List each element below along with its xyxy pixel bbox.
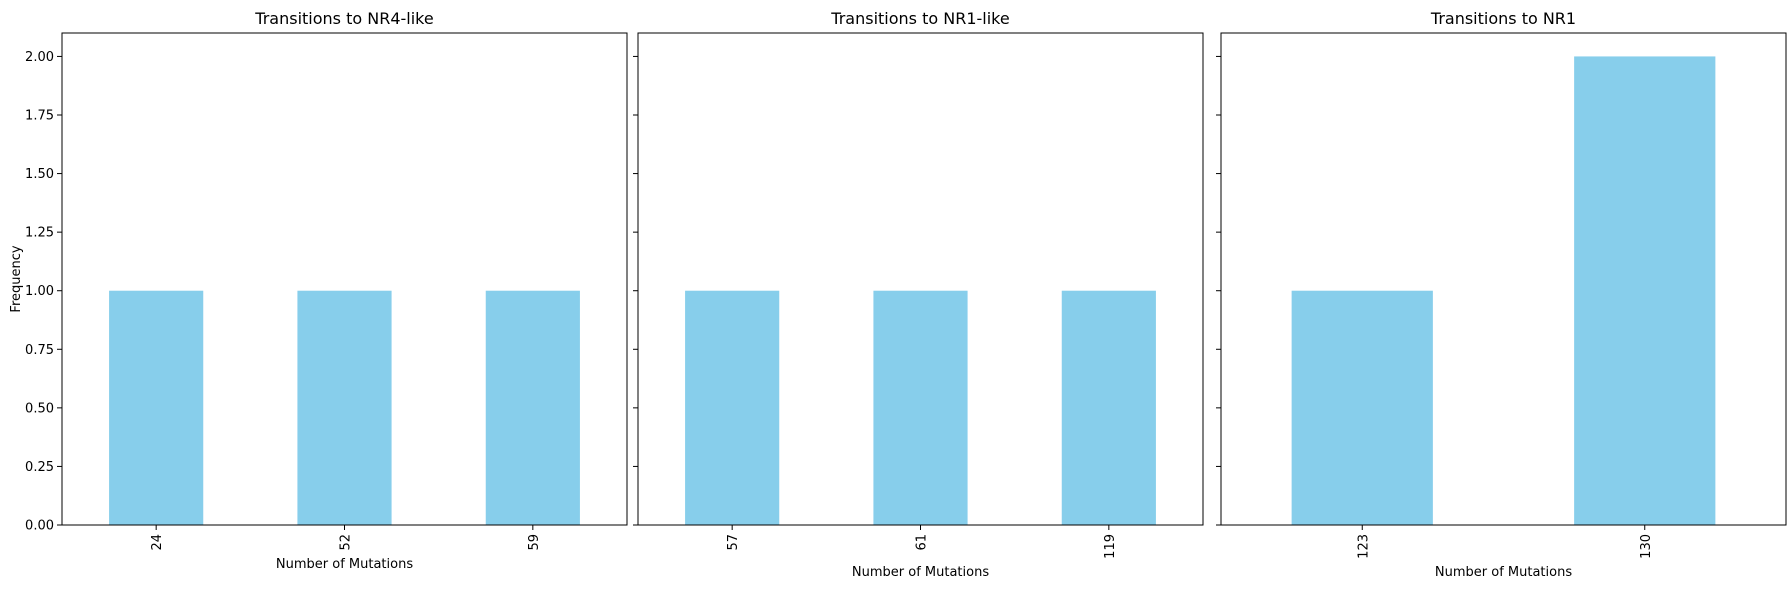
y-tick-label: 1.50 — [25, 167, 54, 182]
bar-119 — [1061, 290, 1156, 525]
x-axis-label: Number of Mutations — [852, 565, 989, 580]
x-tick-label: 61 — [915, 534, 930, 551]
x-axis-label: Number of Mutations — [276, 557, 413, 572]
y-axis-label: Frequency — [9, 245, 24, 312]
bar-57 — [685, 290, 780, 525]
chart-title: Transitions to NR4-like — [254, 9, 433, 28]
plot-frame — [1220, 32, 1787, 526]
bar-24 — [109, 290, 204, 525]
bar-130 — [1574, 56, 1716, 526]
x-tick-label: 119 — [1103, 534, 1118, 559]
x-tick-label: 57 — [726, 534, 741, 551]
plot-frame — [637, 32, 1204, 526]
plot-frame — [61, 32, 628, 526]
bar-123 — [1291, 290, 1433, 525]
y-tick-label: 0.75 — [25, 343, 54, 358]
y-tick-label: 1.25 — [25, 226, 54, 241]
bar-52 — [297, 290, 392, 525]
y-tick-label: 0.25 — [25, 460, 54, 475]
panel-nr1: 123 130 Transitions to NR1 Number of Mutati… — [1216, 9, 1787, 580]
chart-title: Transitions to NR1-like — [830, 9, 1009, 28]
y-tick-label: 1.00 — [25, 284, 54, 299]
chart-title: Transitions to NR1 — [1430, 9, 1576, 28]
x-tick-label: 59 — [527, 534, 542, 551]
bar-61 — [873, 290, 968, 525]
panel-nr4-like: 0.00 0.25 0.50 0.75 1.00 1.25 1.50 1.75 2.00 24 52… — [9, 9, 628, 572]
x-tick-label: 52 — [339, 534, 354, 551]
bar-59 — [485, 290, 580, 525]
x-axis-label: Number of Mutations — [1435, 565, 1572, 580]
x-tick-label: 130 — [1639, 534, 1654, 559]
x-tick-label: 24 — [150, 534, 165, 551]
x-tick-label: 123 — [1356, 534, 1371, 559]
y-tick-label: 0.00 — [25, 519, 54, 534]
panel-nr1-like: 57 61 119 Transitions to NR1-like Number of … — [633, 9, 1204, 580]
y-tick-label: 2.00 — [25, 50, 54, 65]
y-tick-label: 1.75 — [25, 109, 54, 124]
y-tick-label: 0.50 — [25, 401, 54, 416]
